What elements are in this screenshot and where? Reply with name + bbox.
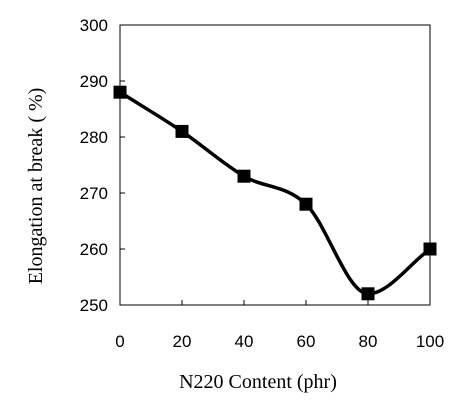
series-line [118,90,432,296]
data-point-marker [113,85,127,99]
y-tick-label: 300 [80,16,108,35]
y-axis-tick-labels: 250 260 270 280 290 300 [80,16,108,315]
y-tick-label: 280 [80,128,108,147]
plot-area [119,24,431,306]
series-markers [113,85,437,301]
x-tick-label: 60 [297,332,316,351]
data-point-marker [423,242,437,256]
x-axis-tick-labels: 0 20 40 60 80 100 [115,332,444,351]
data-point-marker [361,287,375,301]
plot-frame [119,24,431,306]
x-tick-label: 40 [235,332,254,351]
y-tick-label: 250 [80,296,108,315]
x-tick-label: 100 [416,332,444,351]
x-tick-label: 20 [173,332,192,351]
x-axis-title: N220 Content (phr) [179,371,337,393]
data-point-marker [299,197,313,211]
x-tick-label: 80 [359,332,378,351]
data-point-marker [237,169,251,183]
data-point-marker [175,124,189,138]
y-axis-title: Elongation at break ( %) [25,88,47,285]
y-tick-label: 290 [80,72,108,91]
x-tick-label: 0 [115,332,124,351]
y-tick-label: 260 [80,240,108,259]
x-axis-ticks [119,300,431,305]
y-tick-label: 270 [80,184,108,203]
y-axis-ticks [120,24,125,306]
